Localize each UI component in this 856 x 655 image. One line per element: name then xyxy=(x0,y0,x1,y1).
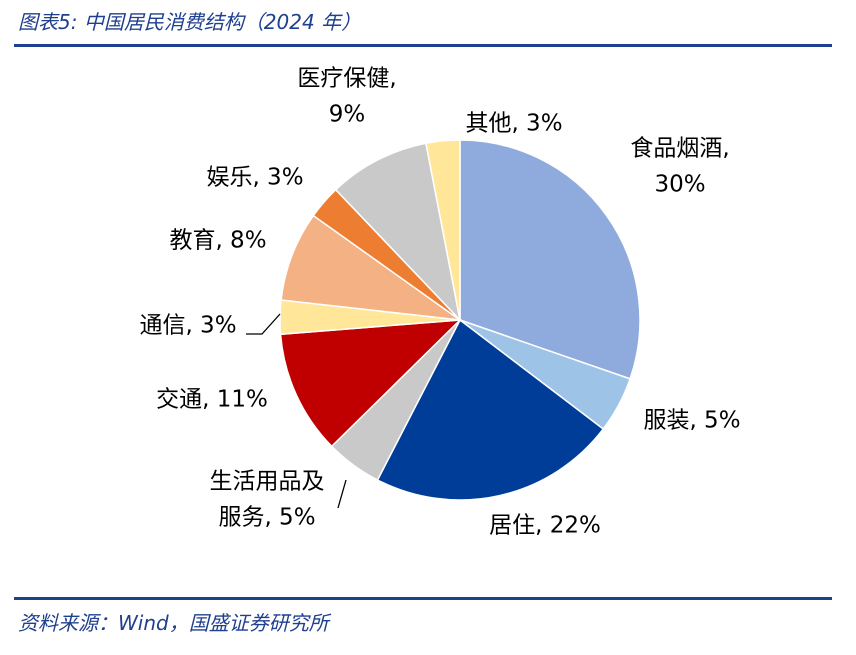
pie-label-3-line-1: 居住, 22% xyxy=(489,513,601,539)
pie-label-10-line-1: 其他, 3% xyxy=(465,111,562,137)
pie-label-1-line-1: 食品烟酒, xyxy=(630,136,729,162)
pie-slice-1 xyxy=(459,139,641,380)
pie-label-9-line-2: 9% xyxy=(329,102,366,128)
source-note: 资料来源：Wind，国盛证券研究所 xyxy=(18,611,329,635)
leader-line-tongxin xyxy=(246,313,281,335)
pie-slice-9 xyxy=(334,142,462,323)
pie-label-4-line-1: 生活用品及 xyxy=(210,469,325,495)
pie-slices xyxy=(279,139,641,501)
pie-slice-3 xyxy=(376,318,605,501)
pie-label-6-line-1: 通信, 3% xyxy=(139,313,236,339)
pie-slice-10 xyxy=(425,139,461,321)
source-divider xyxy=(14,597,832,600)
pie-label-2-line-1: 服装, 5% xyxy=(643,408,740,434)
pie-label-5-line-1: 交通, 11% xyxy=(156,387,268,413)
pie-label-7-line-1: 教育, 8% xyxy=(169,228,266,254)
pie-label-8-line-1: 娱乐, 3% xyxy=(206,165,303,191)
pie-slice-5 xyxy=(279,319,462,448)
pie-label-1-line-2: 30% xyxy=(654,172,705,198)
pie-label-9-line-1: 医疗保健, xyxy=(297,66,396,92)
pie-label-4-line-2: 服务, 5% xyxy=(218,505,315,531)
pie-slice-7 xyxy=(280,214,463,322)
title-divider xyxy=(14,44,832,47)
leader-line-shenghuo xyxy=(337,479,347,509)
figure-title: 图表5: 中国居民消费结构（2024 年） xyxy=(18,10,362,34)
